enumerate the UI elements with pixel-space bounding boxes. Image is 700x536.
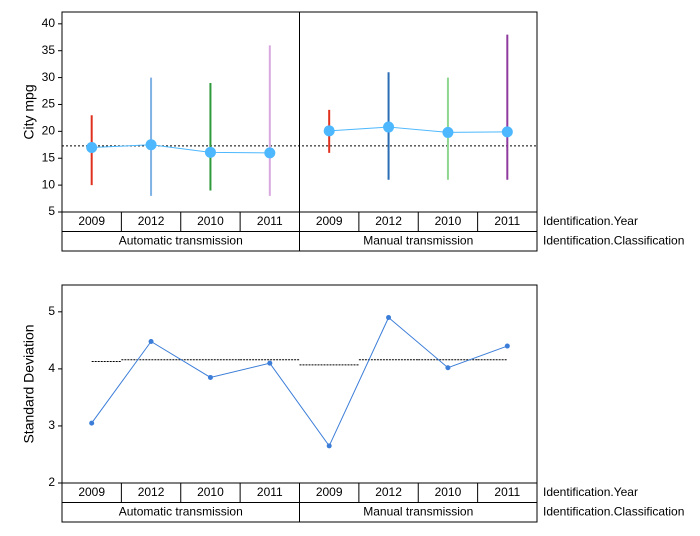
x-tick-label: 2012	[138, 485, 165, 499]
sd-point	[326, 443, 332, 449]
y-tick-label: 10	[42, 177, 56, 191]
sd-point	[207, 374, 213, 380]
x-tick-label: 2010	[197, 214, 224, 228]
mean-point	[501, 126, 513, 138]
sd-point	[267, 360, 273, 366]
x-tick-label: 2011	[494, 485, 520, 499]
y-tick-label: 4	[48, 361, 55, 375]
sd-point	[386, 315, 392, 321]
x-tick-label: 2010	[435, 214, 462, 228]
y-axis-label: City mpg	[21, 84, 37, 139]
group-label: Manual transmission	[363, 504, 473, 518]
y-tick-label: 35	[42, 43, 56, 57]
x-tick-label: 2009	[78, 485, 105, 499]
x-tick-label: 2011	[257, 485, 283, 499]
sd-point	[148, 338, 154, 344]
y-tick-label: 5	[48, 304, 55, 318]
mean-point	[145, 139, 157, 151]
y-tick-label: 40	[42, 16, 56, 30]
x-tick-label: 2009	[316, 485, 343, 499]
mean-point	[442, 126, 454, 138]
x-tick-label: 2009	[78, 214, 105, 228]
sd-point	[504, 343, 510, 349]
x-tick-label: 2012	[138, 214, 165, 228]
y-tick-label: 20	[42, 124, 56, 138]
group-label: Automatic transmission	[119, 504, 243, 518]
y-tick-label: 15	[42, 150, 56, 164]
sd-point	[89, 420, 95, 426]
y-tick-label: 30	[42, 70, 56, 84]
sd-point	[445, 365, 451, 371]
x-tick-label: 2011	[494, 214, 520, 228]
y-tick-label: 3	[48, 418, 55, 432]
row-label: Identification.Year	[543, 214, 638, 228]
group-label: Automatic transmission	[119, 233, 243, 247]
row-label: Identification.Classification	[543, 233, 684, 247]
sd-line	[91, 316, 508, 447]
row-label: Identification.Classification	[543, 504, 684, 518]
mean-point	[264, 147, 276, 159]
y-tick-label: 5	[48, 204, 55, 218]
x-tick-label: 2011	[257, 214, 283, 228]
mean-line	[329, 126, 508, 133]
row-label: Identification.Year	[543, 485, 638, 499]
x-tick-label: 2010	[435, 485, 462, 499]
x-tick-label: 2009	[316, 214, 343, 228]
mean-line	[91, 144, 270, 154]
mean-point	[204, 146, 216, 158]
mean-point	[323, 125, 335, 137]
y-axis-label: Standard Deviation	[21, 324, 37, 443]
plot-frame	[61, 284, 538, 484]
y-tick-label: 25	[42, 97, 56, 111]
y-tick-label: 2	[48, 475, 55, 489]
x-tick-label: 2012	[375, 485, 402, 499]
x-tick-label: 2010	[197, 485, 224, 499]
x-tick-label: 2012	[375, 214, 402, 228]
group-label: Manual transmission	[363, 233, 473, 247]
mean-point	[86, 141, 98, 153]
mean-point	[383, 121, 395, 133]
